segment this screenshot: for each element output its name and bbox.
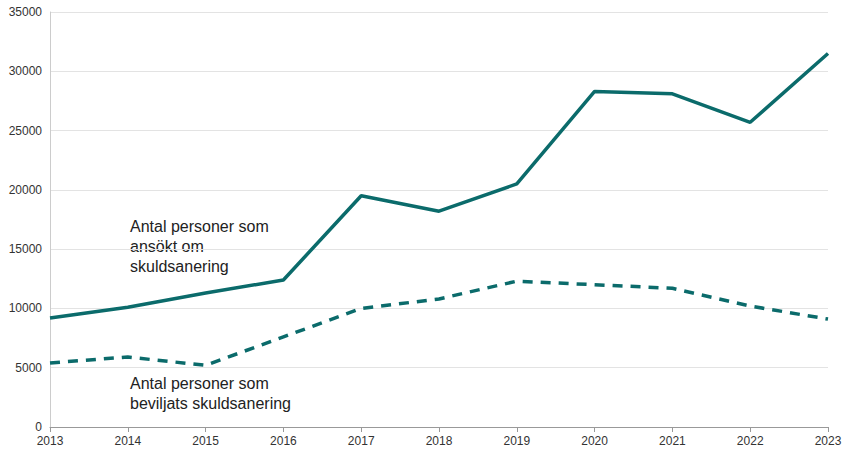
- svg-text:2017: 2017: [348, 434, 375, 448]
- svg-text:0: 0: [35, 420, 42, 434]
- svg-text:2022: 2022: [737, 434, 764, 448]
- svg-text:2020: 2020: [581, 434, 608, 448]
- svg-text:2021: 2021: [659, 434, 686, 448]
- svg-text:Antal personer som: Antal personer som: [130, 375, 273, 392]
- svg-text:2015: 2015: [192, 434, 219, 448]
- svg-text:35000: 35000: [9, 5, 43, 19]
- svg-text:2019: 2019: [503, 434, 530, 448]
- svg-text:Antal personer som: Antal personer som: [130, 218, 273, 235]
- svg-text:30000: 30000: [9, 64, 43, 78]
- svg-text:25000: 25000: [9, 124, 43, 138]
- svg-text:2013: 2013: [37, 434, 64, 448]
- svg-text:10000: 10000: [9, 301, 43, 315]
- svg-text:beviljats skuldsanering: beviljats skuldsanering: [130, 395, 291, 412]
- svg-text:20000: 20000: [9, 183, 43, 197]
- svg-text:2018: 2018: [426, 434, 453, 448]
- svg-text:15000: 15000: [9, 242, 43, 256]
- svg-text:2014: 2014: [114, 434, 141, 448]
- svg-text:2023: 2023: [815, 434, 842, 448]
- svg-text:ansökt om: ansökt om: [130, 238, 208, 255]
- svg-text:2016: 2016: [270, 434, 297, 448]
- svg-text:5000: 5000: [15, 361, 42, 375]
- svg-text:skuldsanering: skuldsanering: [130, 258, 229, 275]
